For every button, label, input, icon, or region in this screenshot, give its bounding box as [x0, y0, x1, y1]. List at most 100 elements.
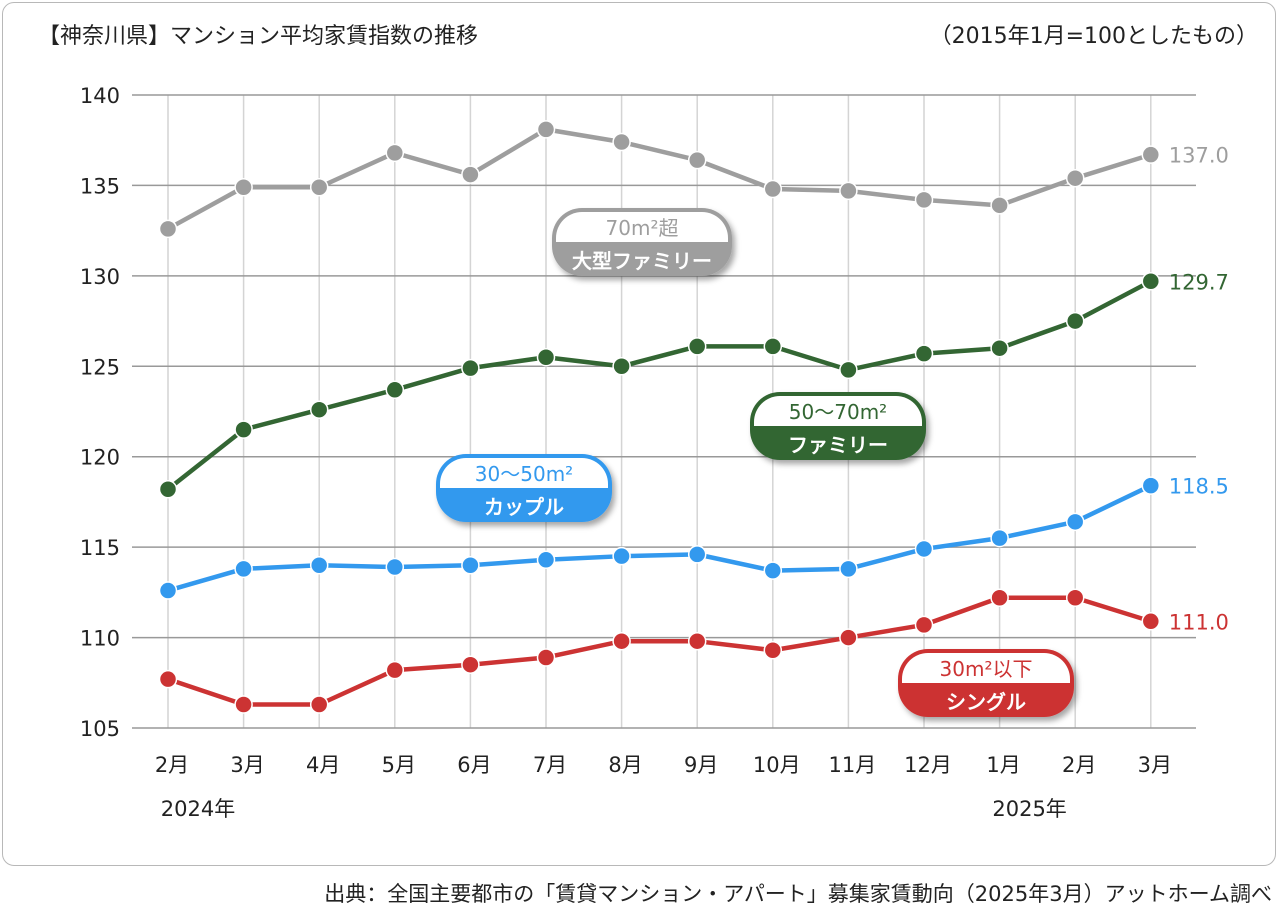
y-tick-label: 135 [80, 174, 120, 198]
data-point [612, 357, 631, 376]
legend-label-size: 70m²超 [606, 216, 679, 240]
data-point [687, 631, 707, 651]
series-line [167, 483, 1152, 593]
data-point [914, 344, 934, 363]
data-point [158, 480, 178, 499]
data-point [1065, 512, 1085, 532]
y-tick-label: 105 [80, 717, 120, 741]
end-value-label: 129.7 [1169, 270, 1229, 294]
data-point [990, 588, 1009, 608]
y-tick-label: 130 [80, 265, 120, 289]
data-point [990, 338, 1009, 358]
y-tick-label: 120 [80, 446, 120, 470]
y-tick-label: 125 [80, 355, 120, 379]
x-tick-label: 7月 [533, 753, 567, 777]
data-point [536, 120, 556, 139]
end-value-label: 111.0 [1169, 610, 1229, 634]
series-line [166, 279, 1152, 492]
x-tick-label: 8月 [608, 753, 642, 777]
data-point [158, 219, 178, 239]
badge-top-bg [754, 396, 922, 426]
y-tick-label: 140 [80, 84, 120, 108]
legend-badge [436, 454, 612, 522]
x-tick-label: 3月 [1138, 753, 1172, 777]
x-tick-label: 5月 [382, 753, 416, 777]
data-point [385, 660, 405, 680]
legend-label-type: 大型ファミリー [572, 249, 712, 273]
data-point [839, 181, 858, 201]
data-point [612, 546, 631, 566]
data-point [234, 420, 253, 439]
data-point [158, 669, 178, 689]
x-tick-label: 2月 [155, 753, 189, 777]
data-point [914, 615, 934, 635]
x-tick-label: 12月 [904, 753, 952, 777]
data-point [385, 380, 405, 400]
data-point [461, 655, 480, 674]
series-line [166, 127, 1152, 231]
data-point [839, 628, 858, 647]
x-tick-label: 10月 [753, 753, 801, 777]
y-tick-label: 110 [80, 627, 120, 651]
legend-label-size: 30m²以下 [940, 657, 1033, 681]
y-tick-label: 115 [80, 536, 120, 560]
legend-badge [898, 649, 1074, 717]
data-point [234, 695, 253, 714]
data-point [763, 179, 783, 199]
data-point [612, 132, 631, 152]
data-point [763, 640, 783, 660]
legend-label-size: 50〜70m² [789, 400, 887, 424]
legend-badge [750, 392, 926, 460]
data-point [536, 648, 556, 667]
data-point [234, 177, 253, 197]
data-point [1141, 476, 1161, 495]
data-point [309, 400, 329, 419]
data-point [612, 631, 631, 651]
legend-label-size: 30〜50m² [475, 462, 573, 486]
data-point [1065, 168, 1085, 188]
legend-label-type: シングル [946, 690, 1026, 714]
data-point [234, 559, 253, 579]
data-point [763, 561, 783, 580]
data-point [1141, 272, 1161, 291]
data-point [385, 557, 405, 577]
data-point [914, 539, 934, 559]
legend-label-type: カップル [484, 495, 564, 519]
data-point [839, 559, 858, 579]
x-tick-label: 9月 [684, 753, 718, 777]
badge-top-bg [440, 458, 608, 488]
data-point [914, 190, 934, 210]
data-point [763, 337, 783, 356]
data-point [309, 695, 329, 714]
end-value-label: 137.0 [1169, 144, 1229, 168]
end-value-label: 118.5 [1169, 475, 1229, 499]
series-line [167, 595, 1152, 707]
legend-badge [552, 208, 732, 276]
source-note: 出典：全国主要都市の「賃貸マンション・アパート」募集家賃動向（2025年3月）ア… [324, 882, 1272, 906]
x-tick-label: 4月 [306, 753, 340, 777]
data-point [536, 347, 556, 367]
data-point [990, 196, 1009, 215]
data-point [461, 358, 480, 378]
data-point [687, 337, 707, 356]
data-point [158, 581, 178, 600]
data-point [1065, 588, 1085, 608]
data-point [687, 150, 707, 170]
x-tick-label: 2月 [1062, 753, 1096, 777]
badge-top-bg [902, 653, 1070, 683]
data-point [385, 143, 405, 163]
data-point [461, 165, 480, 184]
legend-label-type: ファミリー [788, 433, 888, 457]
year-label: 2025年 [992, 797, 1066, 821]
data-point [1141, 145, 1161, 164]
year-label: 2024年 [161, 797, 235, 821]
data-point [536, 550, 556, 570]
x-tick-label: 11月 [829, 753, 877, 777]
data-point [687, 545, 707, 564]
data-point [990, 528, 1009, 548]
data-point [839, 360, 858, 380]
data-point [461, 555, 480, 575]
badge-top-bg [556, 212, 728, 242]
chart-note: （2015年1月=100としたもの） [929, 24, 1258, 49]
